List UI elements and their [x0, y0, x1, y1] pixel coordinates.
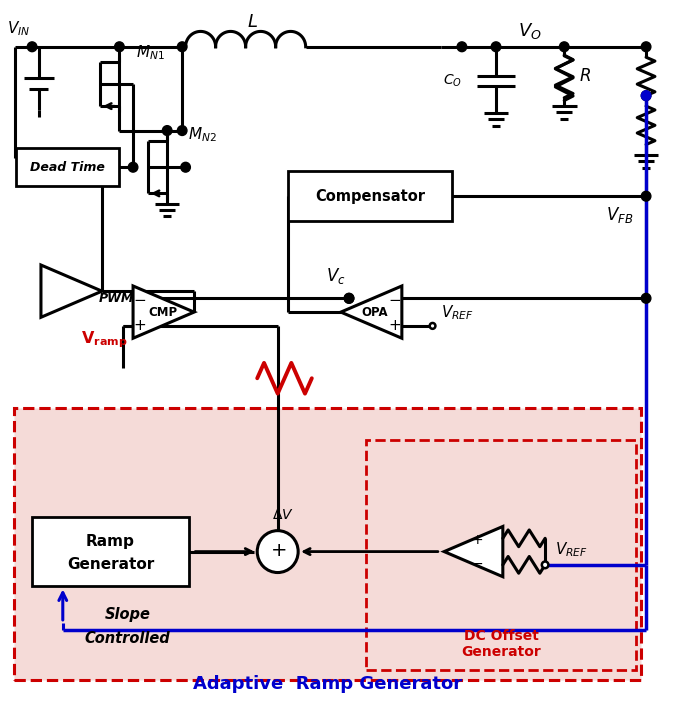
Circle shape	[177, 125, 187, 135]
Text: $V_{FB}$: $V_{FB}$	[606, 205, 634, 224]
Text: Dead Time: Dead Time	[30, 161, 105, 174]
Text: Compensator: Compensator	[315, 189, 425, 204]
Text: Generator: Generator	[67, 557, 154, 571]
Circle shape	[429, 323, 436, 329]
Circle shape	[177, 42, 187, 52]
Text: $V_{REF}$: $V_{REF}$	[441, 304, 474, 322]
Circle shape	[345, 294, 353, 304]
Circle shape	[542, 562, 549, 569]
Circle shape	[162, 125, 172, 135]
Circle shape	[457, 42, 466, 52]
Text: $+$: $+$	[471, 533, 483, 547]
Text: $-$: $-$	[471, 556, 483, 570]
Text: $+$: $+$	[388, 318, 401, 334]
Bar	[366, 440, 636, 670]
Text: Slope: Slope	[105, 607, 151, 622]
Text: PWM: PWM	[99, 292, 134, 305]
Text: Ramp: Ramp	[86, 533, 135, 549]
Circle shape	[641, 90, 651, 100]
Text: $\Delta V$: $\Delta V$	[272, 508, 294, 522]
Circle shape	[641, 90, 651, 100]
Text: $V_{REF}$: $V_{REF}$	[555, 540, 588, 559]
Text: $V_O$: $V_O$	[519, 21, 542, 41]
Text: $\mathbf{V_{ramp}}$: $\mathbf{V_{ramp}}$	[81, 329, 127, 350]
Text: $V_c$: $V_c$	[326, 266, 346, 286]
Text: $L$: $L$	[247, 13, 258, 32]
Bar	[14, 408, 641, 680]
Text: $M_{N1}$: $M_{N1}$	[136, 43, 164, 62]
Circle shape	[641, 294, 651, 304]
Text: $-$: $-$	[134, 291, 147, 306]
Circle shape	[560, 42, 569, 52]
Circle shape	[114, 42, 124, 52]
Bar	[16, 148, 119, 186]
Circle shape	[345, 294, 353, 304]
Polygon shape	[341, 286, 402, 339]
Circle shape	[27, 42, 37, 52]
Text: CMP: CMP	[149, 306, 177, 318]
Text: $-$: $-$	[388, 291, 401, 306]
Circle shape	[491, 42, 501, 52]
Text: $M_{N2}$: $M_{N2}$	[188, 125, 216, 144]
Bar	[32, 517, 189, 587]
Text: $C_O$: $C_O$	[443, 73, 462, 89]
Polygon shape	[41, 265, 102, 318]
Circle shape	[181, 163, 190, 172]
Text: OPA: OPA	[361, 306, 388, 318]
Text: $V_{IN}$: $V_{IN}$	[7, 20, 30, 39]
Text: $+$: $+$	[134, 318, 147, 334]
Text: Adaptive  Ramp Generator: Adaptive Ramp Generator	[193, 674, 462, 693]
Circle shape	[258, 531, 298, 573]
Polygon shape	[444, 526, 503, 577]
Text: $+$: $+$	[269, 540, 286, 559]
Text: Controlled: Controlled	[85, 631, 171, 646]
Bar	[288, 171, 451, 222]
Circle shape	[641, 191, 651, 201]
Text: DC Offset
Generator: DC Offset Generator	[461, 629, 541, 659]
Polygon shape	[133, 286, 194, 339]
Text: $R$: $R$	[580, 67, 591, 85]
Circle shape	[641, 42, 651, 52]
Circle shape	[128, 163, 138, 172]
